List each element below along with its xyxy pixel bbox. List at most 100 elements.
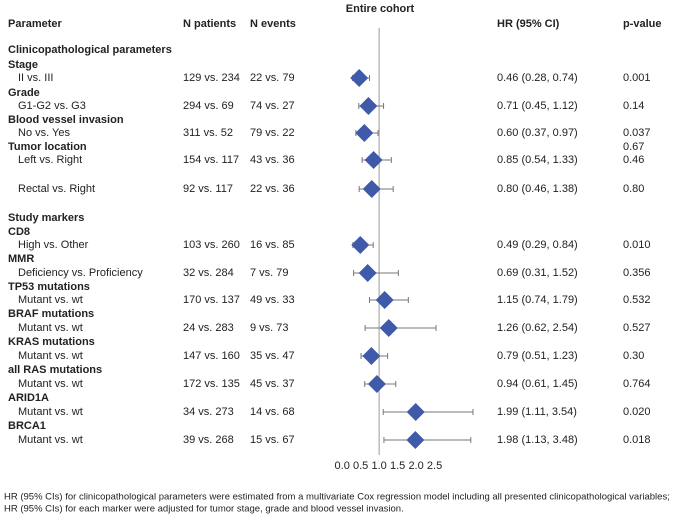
group-label: BRCA1	[8, 420, 46, 432]
p-value: 0.532	[623, 294, 651, 306]
row-label: Rectal vs. Right	[18, 183, 95, 195]
n-events: 14 vs. 68	[250, 406, 295, 418]
row-label: Mutant vs. wt	[18, 294, 83, 306]
hr-diamond	[406, 403, 425, 421]
group-label: TP53 mutations	[8, 281, 90, 293]
column-header: Parameter	[8, 18, 63, 30]
hr-label: 1.15 (0.74, 1.79)	[497, 294, 578, 306]
hr-label: 0.49 (0.29, 0.84)	[497, 239, 578, 251]
n-patients: 311 vs. 52	[183, 127, 233, 139]
row-label: Deficiency vs. Proficiency	[18, 267, 143, 279]
hr-diamond	[362, 347, 381, 365]
n-patients: 39 vs. 268	[183, 434, 234, 446]
n-patients: 172 vs. 135	[183, 378, 240, 390]
n-patients: 170 vs. 137	[183, 294, 240, 306]
p-value: 0.010	[623, 239, 651, 251]
row-label: II vs. III	[18, 72, 53, 84]
hr-diamond	[362, 180, 381, 198]
hr-label: 0.71 (0.45, 1.12)	[497, 100, 578, 112]
hr-diamond	[355, 124, 374, 142]
p-value: 0.80	[623, 183, 644, 195]
hr-diamond	[351, 236, 370, 254]
hr-diamond	[364, 151, 383, 169]
group-label: ARID1A	[8, 392, 49, 404]
p-value: 0.14	[623, 100, 644, 112]
hr-diamond	[375, 291, 394, 309]
group-label: Grade	[8, 87, 40, 99]
p-value: 0.46	[623, 154, 644, 166]
p-value: 0.018	[623, 434, 651, 446]
n-events: 7 vs. 79	[250, 267, 289, 279]
n-patients: 129 vs. 234	[183, 72, 240, 84]
n-patients: 32 vs. 284	[183, 267, 234, 279]
group-label: Study markers	[8, 212, 84, 224]
hr-label: 1.99 (1.11, 3.54)	[497, 406, 577, 418]
group-label: KRAS mutations	[8, 336, 95, 348]
p-value: 0.001	[623, 72, 651, 84]
hr-diamond	[406, 431, 425, 449]
hr-label: 1.98 (1.13, 3.48)	[497, 434, 578, 446]
row-label: High vs. Other	[18, 239, 89, 251]
hr-label: 1.26 (0.62, 2.54)	[497, 322, 578, 334]
p-value: 0.764	[623, 378, 651, 390]
n-events: 35 vs. 47	[250, 350, 295, 362]
n-patients: 147 vs. 160	[183, 350, 240, 362]
group-label: CD8	[8, 226, 30, 238]
x-tick-label: 2.5	[427, 460, 442, 472]
hr-diamond	[367, 375, 386, 393]
n-patients: 34 vs. 273	[183, 406, 234, 418]
n-patients: 154 vs. 117	[183, 154, 239, 166]
x-tick-label: 0.0	[335, 460, 350, 472]
row-label: Mutant vs. wt	[18, 350, 83, 362]
hr-label: 0.69 (0.31, 1.52)	[497, 267, 578, 279]
group-label: all RAS mutations	[8, 364, 102, 376]
hr-label: 0.80 (0.46, 1.38)	[497, 183, 578, 195]
n-events: 22 vs. 36	[250, 183, 295, 195]
group-label: MMR	[8, 253, 34, 265]
hr-label: 0.79 (0.51, 1.23)	[497, 350, 578, 362]
group-label: Blood vessel invasion	[8, 114, 124, 126]
hr-diamond	[350, 69, 369, 87]
p-value: 0.037	[623, 127, 651, 139]
n-events: 9 vs. 73	[250, 322, 289, 334]
hr-label: 0.46 (0.28, 0.74)	[497, 72, 578, 84]
n-events: 49 vs. 33	[250, 294, 295, 306]
group-label: Stage	[8, 59, 38, 71]
hr-label: 0.94 (0.61, 1.45)	[497, 378, 578, 390]
column-header: HR (95% CI)	[497, 18, 560, 30]
row-label: G1-G2 vs. G3	[18, 100, 86, 112]
n-events: 74 vs. 27	[250, 100, 295, 112]
row-label: Mutant vs. wt	[18, 434, 83, 446]
x-tick-label: 2.0	[408, 460, 423, 472]
column-header: N events	[250, 18, 296, 30]
column-header: p-value	[623, 18, 662, 30]
n-patients: 294 vs. 69	[183, 100, 234, 112]
p-value: 0.527	[623, 322, 651, 334]
hr-diamond	[379, 319, 398, 337]
hr-label: 0.85 (0.54, 1.33)	[497, 154, 578, 166]
row-label: Left vs. Right	[18, 154, 82, 166]
row-label: Mutant vs. wt	[18, 378, 83, 390]
n-patients: 24 vs. 283	[183, 322, 234, 334]
hr-diamond	[359, 97, 378, 115]
group-label: Tumor location	[8, 141, 87, 153]
row-label: No vs. Yes	[18, 127, 70, 139]
x-tick-label: 0.5	[353, 460, 368, 472]
chart-title: Entire cohort	[346, 3, 415, 15]
n-events: 45 vs. 37	[250, 378, 295, 390]
p-value: 0.30	[623, 350, 644, 362]
row-label: Mutant vs. wt	[18, 406, 83, 418]
footnote: HR (95% CIs) for clinicopathological par…	[4, 492, 670, 503]
n-events: 16 vs. 85	[250, 239, 295, 251]
p-value: 0.67	[623, 141, 644, 153]
n-events: 22 vs. 79	[250, 72, 295, 84]
column-header: N patients	[183, 18, 236, 30]
n-events: 79 vs. 22	[250, 127, 295, 139]
row-label: Mutant vs. wt	[18, 322, 83, 334]
p-value: 0.020	[623, 406, 651, 418]
group-label: Clinicopathological parameters	[8, 44, 172, 56]
p-value: 0.356	[623, 267, 651, 279]
hr-diamond	[358, 264, 377, 282]
hr-label: 0.60 (0.37, 0.97)	[497, 127, 578, 139]
